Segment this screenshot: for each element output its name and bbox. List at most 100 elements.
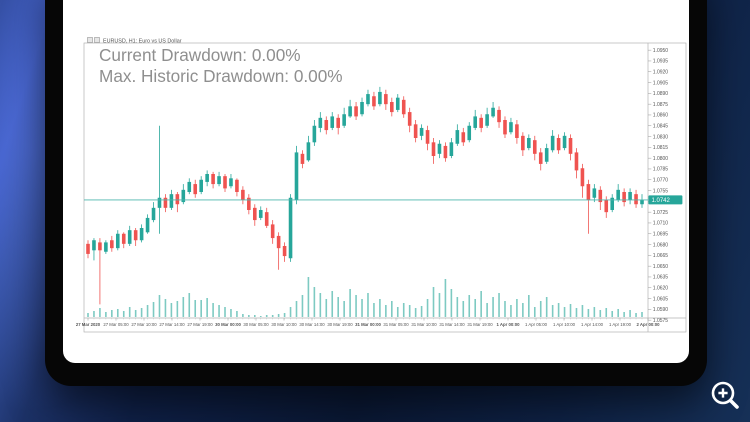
candle-body [461,132,466,143]
candle-body [294,152,299,200]
volume-bar [426,299,429,317]
candle-body [342,114,346,126]
volume-bar [528,295,530,317]
volume-bar [408,305,411,317]
chart-window-title: EURUSD, H1: Euro vs US Dollar [103,39,182,45]
candle-body [175,194,180,205]
volume-bar [265,315,268,317]
candle-body [616,189,620,200]
candle-body [544,148,549,162]
volume-bar [134,310,137,317]
volume-bar [253,315,256,317]
zoom-in-icon [711,381,739,409]
volume-bar [331,291,334,317]
price-axis-label: 1.0770 [653,177,669,183]
candle-body [270,224,275,239]
candle-body [443,145,448,159]
candle-body [527,137,531,149]
time-axis-label: 27 Mar 05:00 [103,322,129,327]
volume-bar [533,307,536,317]
candle-body [622,191,626,203]
candle-body [163,197,168,208]
price-axis-label: 1.0695 [653,231,669,237]
candle-body [121,233,126,244]
volume-bar [200,300,202,317]
volume-bar [504,301,506,317]
candle-body [586,184,591,200]
candle-body [503,119,507,135]
candle-body [330,116,335,128]
volume-bar [170,303,173,317]
volume-bar [164,299,167,317]
candle-body [437,143,442,154]
price-axis-label: 1.0665 [653,253,669,259]
candle-body [300,153,305,164]
candle-body [229,178,233,187]
candle-body [372,96,376,107]
volume-bar [587,309,590,317]
time-axis-label: 1 Apr 19:00 [609,322,632,327]
price-axis-label: 1.0920 [653,69,669,75]
candle-body [86,243,90,254]
volume-bar [438,293,441,317]
price-axis-label: 1.0590 [653,307,669,313]
candle-body [425,130,430,144]
time-axis-label: 1 Apr 10:00 [553,322,576,327]
candle-body [139,227,144,241]
volume-bar [206,298,208,317]
volume-bar [301,295,304,317]
volume-bar [396,307,399,317]
chart-type-icon [94,37,100,43]
candle-body [354,106,358,117]
candle-body [467,125,472,141]
candle-body [348,106,352,117]
volume-bar [492,297,494,317]
volume-bar [617,309,619,317]
candle-body [491,107,495,117]
volume-bar [236,311,238,317]
time-axis-label: 31 Mar 00:00 [355,322,381,327]
candle-body [199,179,203,192]
price-axis-label: 1.0935 [653,59,669,65]
volume-bar [414,308,417,317]
volume-bar [516,299,518,317]
candle-body [360,101,364,115]
volume-bar [468,295,471,317]
price-axis-label: 1.0680 [653,242,669,248]
candle-body [580,168,585,187]
candle-body [151,207,156,221]
time-axis-label: 31 Mar 19:00 [467,322,493,327]
candle-body [252,207,257,221]
candle-body [193,184,198,195]
volume-bar [271,315,274,317]
time-axis-label: 30 Mar 10:00 [271,322,297,327]
candle-body [223,176,227,189]
candle-body [378,91,382,105]
time-axis-label: 1 Apr 14:00 [581,322,604,327]
candle-body [509,122,513,133]
volume-bar [593,307,596,317]
volume-bar [462,301,465,317]
volume-bar [140,308,143,317]
volume-bar [116,309,119,317]
candle-body [455,130,460,144]
volume-bar [385,305,387,317]
volume-bar [373,303,375,317]
candle-body [401,99,406,115]
volume-bar [93,311,95,317]
candle-body [366,94,370,105]
candle-body [556,137,561,151]
candle-body [479,117,483,128]
price-axis-label: 1.0950 [653,48,669,54]
price-axis-label: 1.0905 [653,80,669,86]
candle-body [264,212,269,226]
volume-bar [325,299,328,317]
current-drawdown-text: Current Drawdown: 0.00% [99,45,301,65]
price-axis-label: 1.0800 [653,156,669,162]
volume-bar [450,289,453,317]
volume-histogram [87,277,643,317]
zoom-in-button[interactable] [702,373,748,419]
candle-body [282,245,287,257]
time-axis-label: 2 Apr 00:00 [636,322,660,327]
